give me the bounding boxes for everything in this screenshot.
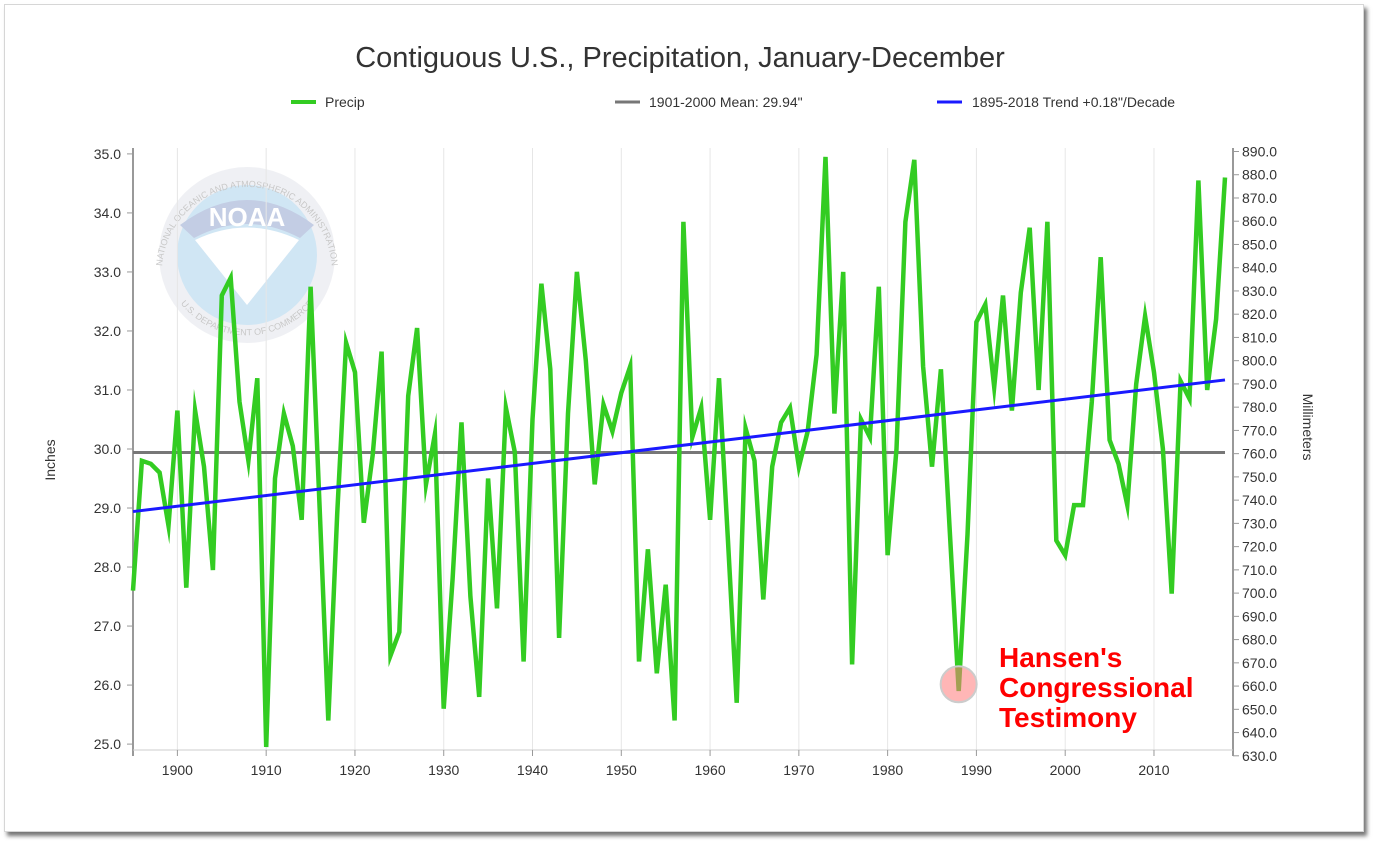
annotation-marker [939,665,978,704]
x-tick-label: 1970 [783,762,814,778]
noaa-seal-gull [195,227,299,305]
trend-line [132,378,1226,514]
y2-tick-label: 760.0 [1242,446,1277,462]
annotation-text-line: Congressional [999,672,1193,703]
y2-axis-ticks: 630.0 640.0 650.0 660.0 670.0 680.0 690.0 700.0… [1233,143,1277,764]
x-tick-label: 1990 [961,762,992,778]
y2-tick-label: 680.0 [1242,632,1277,648]
y2-tick-label: 660.0 [1242,678,1277,694]
precip-series-line [130,156,1228,748]
y-tick-label: 27.0 [94,618,121,634]
x-tick-label: 1940 [517,762,548,778]
x-tick-label: 1930 [428,762,459,778]
y2-tick-label: 740.0 [1242,492,1277,508]
noaa-seal-globe [177,185,317,325]
y-tick-label: 32.0 [94,323,121,339]
legend-item-mean[interactable]: 1901-2000 Mean: 29.94" [615,94,803,110]
legend-label-precip: Precip [325,94,365,110]
y-tick-label: 34.0 [94,205,121,221]
y2-tick-label: 780.0 [1242,399,1277,415]
y2-tick-label: 880.0 [1242,167,1277,183]
y2-tick-label: 830.0 [1242,283,1277,299]
y-tick-label: 33.0 [94,264,121,280]
y2-tick-label: 770.0 [1242,422,1277,438]
y2-tick-label: 820.0 [1242,306,1277,322]
y2-tick-label: 870.0 [1242,190,1277,206]
legend-label-trend: 1895-2018 Trend +0.18"/Decade [972,94,1175,110]
noaa-logo-watermark: NOAA NATIONAL OCEANIC AND ATMOSPHERIC AD… [154,167,340,343]
y2-tick-label: 650.0 [1242,701,1277,717]
noaa-seal-bird [180,200,314,238]
x-axis-ticks: 1900 1910 1920 1930 1940 1950 1960 1970 1980 1990… [162,750,1170,778]
x-tick-label: 1950 [606,762,637,778]
y2-tick-label: 800.0 [1242,353,1277,369]
noaa-seal-ring [159,167,335,343]
y2-tick-label: 710.0 [1242,562,1277,578]
y2-tick-label: 630.0 [1242,748,1277,764]
y2-tick-label: 700.0 [1242,585,1277,601]
y2-tick-label: 810.0 [1242,329,1277,345]
x-tick-label: 1910 [251,762,282,778]
y-tick-label: 28.0 [94,559,121,575]
x-tick-label: 2000 [1050,762,1081,778]
noaa-seal-label: NOAA [209,202,286,232]
y-tick-label: 26.0 [94,677,121,693]
x-tick-label: 1920 [339,762,370,778]
y2-tick-label: 790.0 [1242,376,1277,392]
y-axis-ticks: 25.0 26.0 27.0 28.0 29.0 30.0 31.0 32.0 33.0 34.0… [94,146,133,752]
y-tick-label: 31.0 [94,382,121,398]
y2-tick-label: 860.0 [1242,213,1277,229]
y2-tick-label: 750.0 [1242,469,1277,485]
y2-tick-label: 670.0 [1242,655,1277,671]
annotation-text-line: Testimony [999,702,1137,733]
legend-label-mean: 1901-2000 Mean: 29.94" [649,94,803,110]
y2-axis-title: Millimeters [1300,394,1316,461]
y-tick-label: 35.0 [94,146,121,162]
series-layer [130,156,1228,748]
chart-frame [4,4,1364,832]
y-tick-label: 25.0 [94,736,121,752]
legend-item-trend[interactable]: 1895-2018 Trend +0.18"/Decade [937,94,1175,110]
x-tick-label: 1980 [872,762,903,778]
chart-title: Contiguous U.S., Precipitation, January-… [355,42,1005,74]
annotation-text-line: Hansen's [999,642,1122,673]
x-tick-label: 1960 [694,762,725,778]
y2-tick-label: 730.0 [1242,515,1277,531]
y2-tick-label: 640.0 [1242,725,1277,741]
y2-tick-label: 720.0 [1242,539,1277,555]
y-axis-title: Inches [42,439,58,480]
y2-tick-label: 890.0 [1242,143,1277,159]
x-tick-label: 2010 [1138,762,1169,778]
legend-item-precip[interactable]: Precip [291,94,365,110]
y-tick-label: 29.0 [94,500,121,516]
y2-tick-label: 690.0 [1242,608,1277,624]
x-tick-label: 1900 [162,762,193,778]
y-tick-label: 30.0 [94,441,121,457]
legend: Precip 1901-2000 Mean: 29.94" 1895-2018 … [291,94,1175,110]
y2-tick-label: 840.0 [1242,260,1277,276]
y2-tick-label: 850.0 [1242,236,1277,252]
